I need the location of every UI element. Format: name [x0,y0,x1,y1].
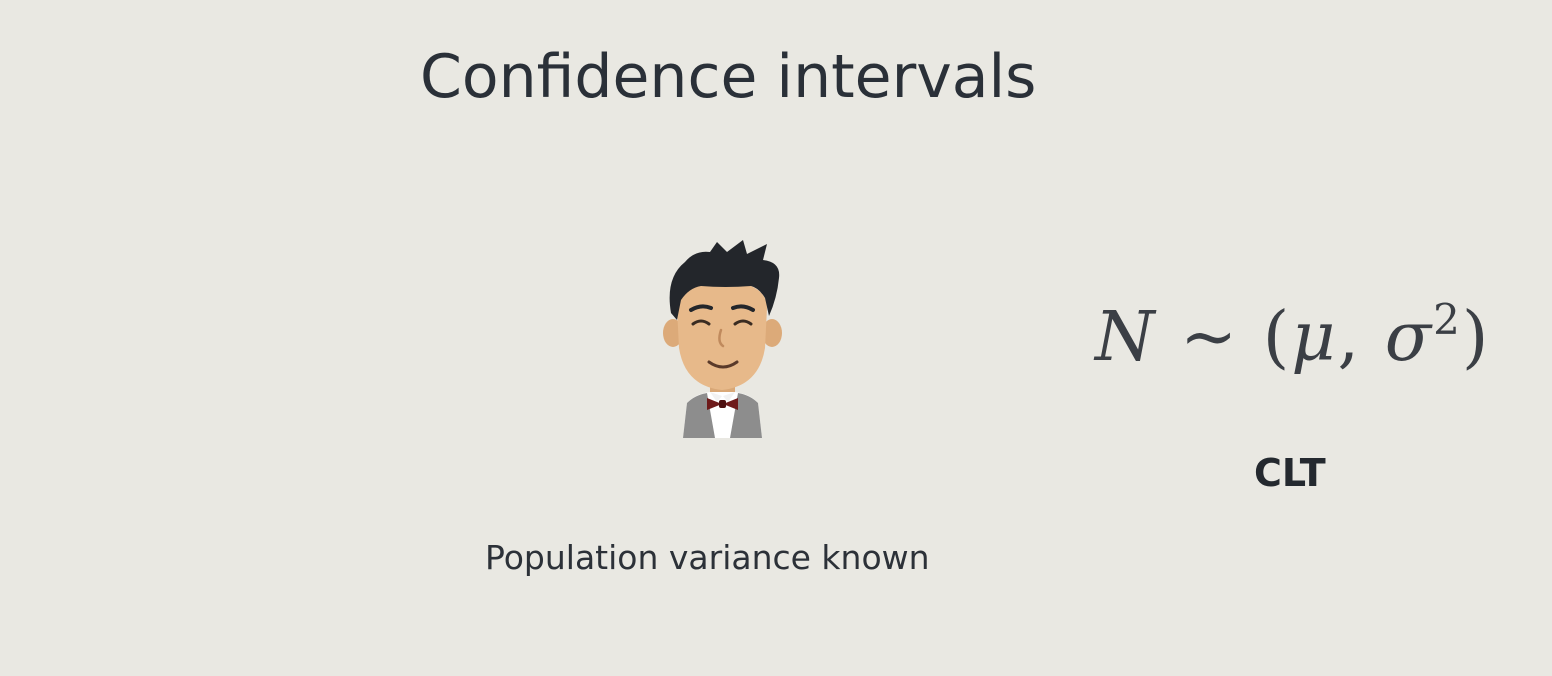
formula-tilde: ~ [1180,298,1240,377]
formula-lhs: N [1095,298,1157,377]
formula-mu: μ [1291,298,1338,377]
slide-title: Confidence intervals [420,42,1037,112]
formula-comma: , [1337,298,1362,377]
formula-label: CLT [1254,451,1326,495]
slide-caption: Population variance known [485,538,930,577]
normal-distribution-formula: N ~ (μ, σ2) [1095,298,1490,377]
formula-exponent: 2 [1433,295,1462,344]
person-with-bowtie-icon [655,238,790,438]
formula-close-paren: ) [1461,298,1491,377]
formula-sigma: σ [1384,298,1434,377]
formula-open-paren: ( [1262,298,1292,377]
